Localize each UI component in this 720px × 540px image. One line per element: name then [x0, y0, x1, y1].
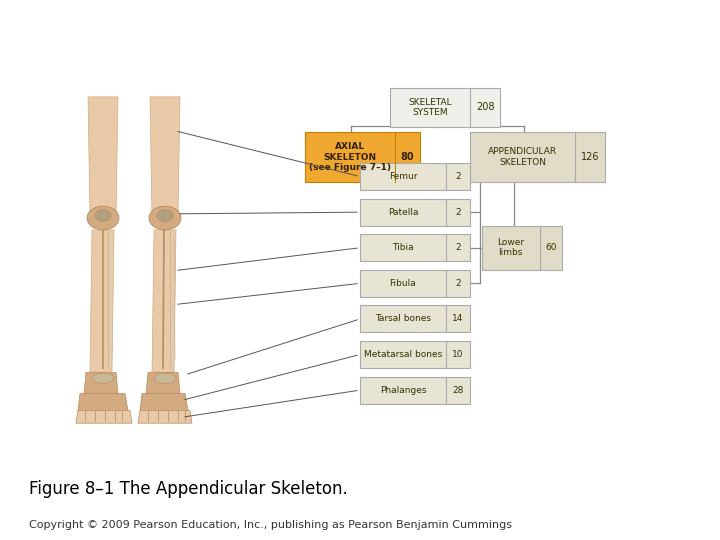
FancyBboxPatch shape: [360, 341, 470, 368]
Text: 2: 2: [455, 279, 461, 288]
Polygon shape: [88, 97, 118, 215]
FancyBboxPatch shape: [360, 306, 470, 333]
Text: SKELETAL
SYSTEM: SKELETAL SYSTEM: [408, 98, 452, 117]
Polygon shape: [76, 410, 132, 423]
Text: An Introduction to the Appendicular
Skeleton: An Introduction to the Appendicular Skel…: [77, 10, 643, 70]
Text: Lower
limbs: Lower limbs: [498, 238, 524, 258]
FancyBboxPatch shape: [360, 270, 470, 297]
Text: Copyright © 2009 Pearson Education, Inc., publishing as Pearson Benjamin Cumming: Copyright © 2009 Pearson Education, Inc.…: [29, 519, 512, 530]
Text: 10: 10: [452, 350, 464, 359]
FancyBboxPatch shape: [390, 89, 500, 126]
Polygon shape: [78, 394, 128, 410]
Text: 2: 2: [455, 208, 461, 217]
Ellipse shape: [154, 373, 176, 383]
FancyBboxPatch shape: [305, 132, 420, 181]
Polygon shape: [150, 97, 180, 215]
Polygon shape: [152, 230, 176, 373]
FancyBboxPatch shape: [360, 234, 470, 261]
FancyBboxPatch shape: [482, 226, 562, 270]
Ellipse shape: [157, 210, 173, 221]
FancyBboxPatch shape: [470, 132, 605, 181]
FancyBboxPatch shape: [360, 199, 470, 226]
Polygon shape: [146, 373, 180, 394]
Text: 208: 208: [476, 103, 495, 112]
Polygon shape: [140, 394, 188, 410]
Ellipse shape: [87, 206, 119, 230]
Ellipse shape: [149, 206, 181, 230]
Text: 60: 60: [545, 243, 557, 252]
FancyBboxPatch shape: [360, 376, 470, 404]
Text: Tarsal bones: Tarsal bones: [375, 314, 431, 323]
FancyBboxPatch shape: [360, 163, 470, 190]
Ellipse shape: [95, 210, 111, 221]
Text: Patella: Patella: [387, 208, 418, 217]
Text: APPENDICULAR
SKELETON: APPENDICULAR SKELETON: [488, 147, 557, 167]
Text: Femur: Femur: [389, 172, 417, 181]
Text: 80: 80: [400, 152, 414, 162]
Text: 2: 2: [455, 172, 461, 181]
Text: 28: 28: [452, 386, 464, 395]
Text: Metatarsal bones: Metatarsal bones: [364, 350, 442, 359]
Text: Tibia: Tibia: [392, 243, 414, 252]
Text: 126: 126: [581, 152, 599, 162]
Text: Phalanges: Phalanges: [379, 386, 426, 395]
Polygon shape: [90, 230, 114, 373]
Text: 2: 2: [455, 243, 461, 252]
Text: Fibula: Fibula: [390, 279, 416, 288]
Text: Figure 8–1 The Appendicular Skeleton.: Figure 8–1 The Appendicular Skeleton.: [29, 481, 348, 498]
Polygon shape: [84, 373, 118, 394]
Polygon shape: [138, 410, 192, 423]
Text: AXIAL
SKELETON
(see Figure 7–1): AXIAL SKELETON (see Figure 7–1): [309, 142, 391, 172]
Text: 14: 14: [452, 314, 464, 323]
Ellipse shape: [92, 373, 114, 383]
